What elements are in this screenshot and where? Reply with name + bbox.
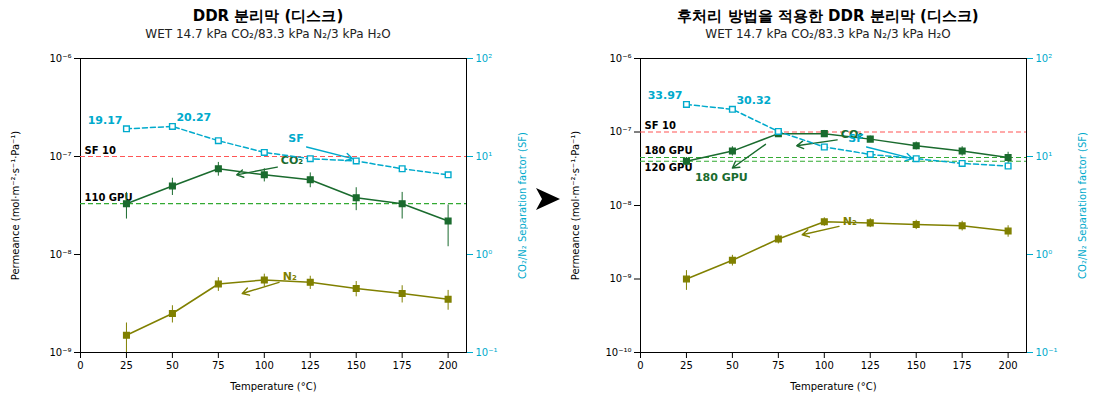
- svg-text:125: 125: [301, 360, 320, 371]
- svg-text:175: 175: [393, 360, 412, 371]
- svg-text:CO₂/N₂ Separation factor (SF): CO₂/N₂ Separation factor (SF): [517, 132, 528, 279]
- svg-text:10⁰: 10⁰: [1036, 249, 1053, 260]
- svg-text:0: 0: [637, 360, 643, 371]
- svg-text:10²: 10²: [476, 53, 493, 64]
- html-text:DDR 분리막 (디스크): DDR 분리막 (디스크): [192, 7, 344, 25]
- svg-text:120 GPU: 120 GPU: [644, 162, 693, 174]
- html-text:WET 14.7 kPa CO₂/83.3 kPa N₂/3: WET 14.7 kPa CO₂/83.3 kPa N₂/3 kPa H₂O: [145, 27, 391, 41]
- svg-text:Permeance (mol·m⁻²·s⁻¹·Pa⁻¹): Permeance (mol·m⁻²·s⁻¹·Pa⁻¹): [10, 131, 21, 281]
- svg-text:SF: SF: [848, 132, 863, 145]
- svg-text:100: 100: [815, 360, 834, 371]
- html-text:후처리 방법을 적용한 DDR 분리막 (디스크): 후처리 방법을 적용한 DDR 분리막 (디스크): [677, 7, 979, 25]
- svg-text:25: 25: [680, 360, 693, 371]
- svg-text:20.27: 20.27: [176, 111, 211, 124]
- svg-text:50: 50: [726, 360, 739, 371]
- svg-text:0: 0: [77, 360, 83, 371]
- svg-text:SF 10: SF 10: [645, 120, 676, 131]
- svg-text:175: 175: [953, 360, 972, 371]
- svg-text:180 GPU: 180 GPU: [695, 171, 748, 184]
- svg-text:SF: SF: [288, 132, 303, 145]
- svg-text:Temperature (°C): Temperature (°C): [229, 381, 316, 392]
- svg-text:75: 75: [772, 360, 785, 371]
- svg-text:SF 10: SF 10: [85, 145, 116, 156]
- svg-text:200: 200: [439, 360, 458, 371]
- svg-text:10⁻⁸: 10⁻⁸: [609, 200, 631, 211]
- svg-text:10¹: 10¹: [1036, 151, 1053, 162]
- svg-text:10⁻⁶: 10⁻⁶: [49, 53, 71, 64]
- svg-text:10⁻¹⁰: 10⁻¹⁰: [605, 347, 631, 358]
- svg-text:19.17: 19.17: [88, 114, 123, 127]
- svg-text:125: 125: [861, 360, 880, 371]
- svg-text:10⁻⁹: 10⁻⁹: [609, 273, 631, 284]
- svg-text:10⁻⁷: 10⁻⁷: [609, 126, 631, 137]
- svg-text:10²: 10²: [1036, 53, 1053, 64]
- svg-text:10⁻⁸: 10⁻⁸: [49, 249, 71, 260]
- svg-text:180 GPU: 180 GPU: [645, 145, 693, 156]
- svg-text:CO₂/N₂ Separation factor (SF): CO₂/N₂ Separation factor (SF): [1077, 132, 1088, 279]
- svg-text:10¹: 10¹: [476, 151, 493, 162]
- svg-text:Permeance (mol·m⁻²·s⁻¹·Pa⁻¹): Permeance (mol·m⁻²·s⁻¹·Pa⁻¹): [570, 131, 581, 281]
- svg-text:150: 150: [907, 360, 926, 371]
- svg-text:100: 100: [255, 360, 274, 371]
- svg-text:10⁻⁶: 10⁻⁶: [609, 53, 631, 64]
- html-text:WET 14.7 kPa CO₂/83.3 kPa N₂/3: WET 14.7 kPa CO₂/83.3 kPa N₂/3 kPa H₂O: [705, 27, 951, 41]
- svg-text:150: 150: [347, 360, 366, 371]
- svg-text:10⁻¹: 10⁻¹: [1036, 347, 1058, 358]
- svg-text:CO₂: CO₂: [841, 128, 863, 141]
- svg-text:50: 50: [166, 360, 179, 371]
- svg-text:10⁻¹: 10⁻¹: [476, 347, 498, 358]
- svg-text:10⁻⁹: 10⁻⁹: [49, 347, 71, 358]
- svg-text:110 GPU: 110 GPU: [84, 191, 133, 203]
- svg-text:N₂: N₂: [283, 270, 297, 283]
- svg-text:CO₂: CO₂: [281, 154, 303, 167]
- svg-text:30.32: 30.32: [736, 94, 771, 107]
- svg-text:33.97: 33.97: [648, 89, 683, 102]
- svg-text:N₂: N₂: [843, 215, 857, 228]
- svg-text:Temperature (°C): Temperature (°C): [789, 381, 876, 392]
- svg-text:25: 25: [120, 360, 133, 371]
- svg-text:75: 75: [212, 360, 225, 371]
- svg-text:10⁻⁷: 10⁻⁷: [49, 151, 71, 162]
- svg-text:10⁰: 10⁰: [476, 249, 493, 260]
- svg-text:200: 200: [999, 360, 1018, 371]
